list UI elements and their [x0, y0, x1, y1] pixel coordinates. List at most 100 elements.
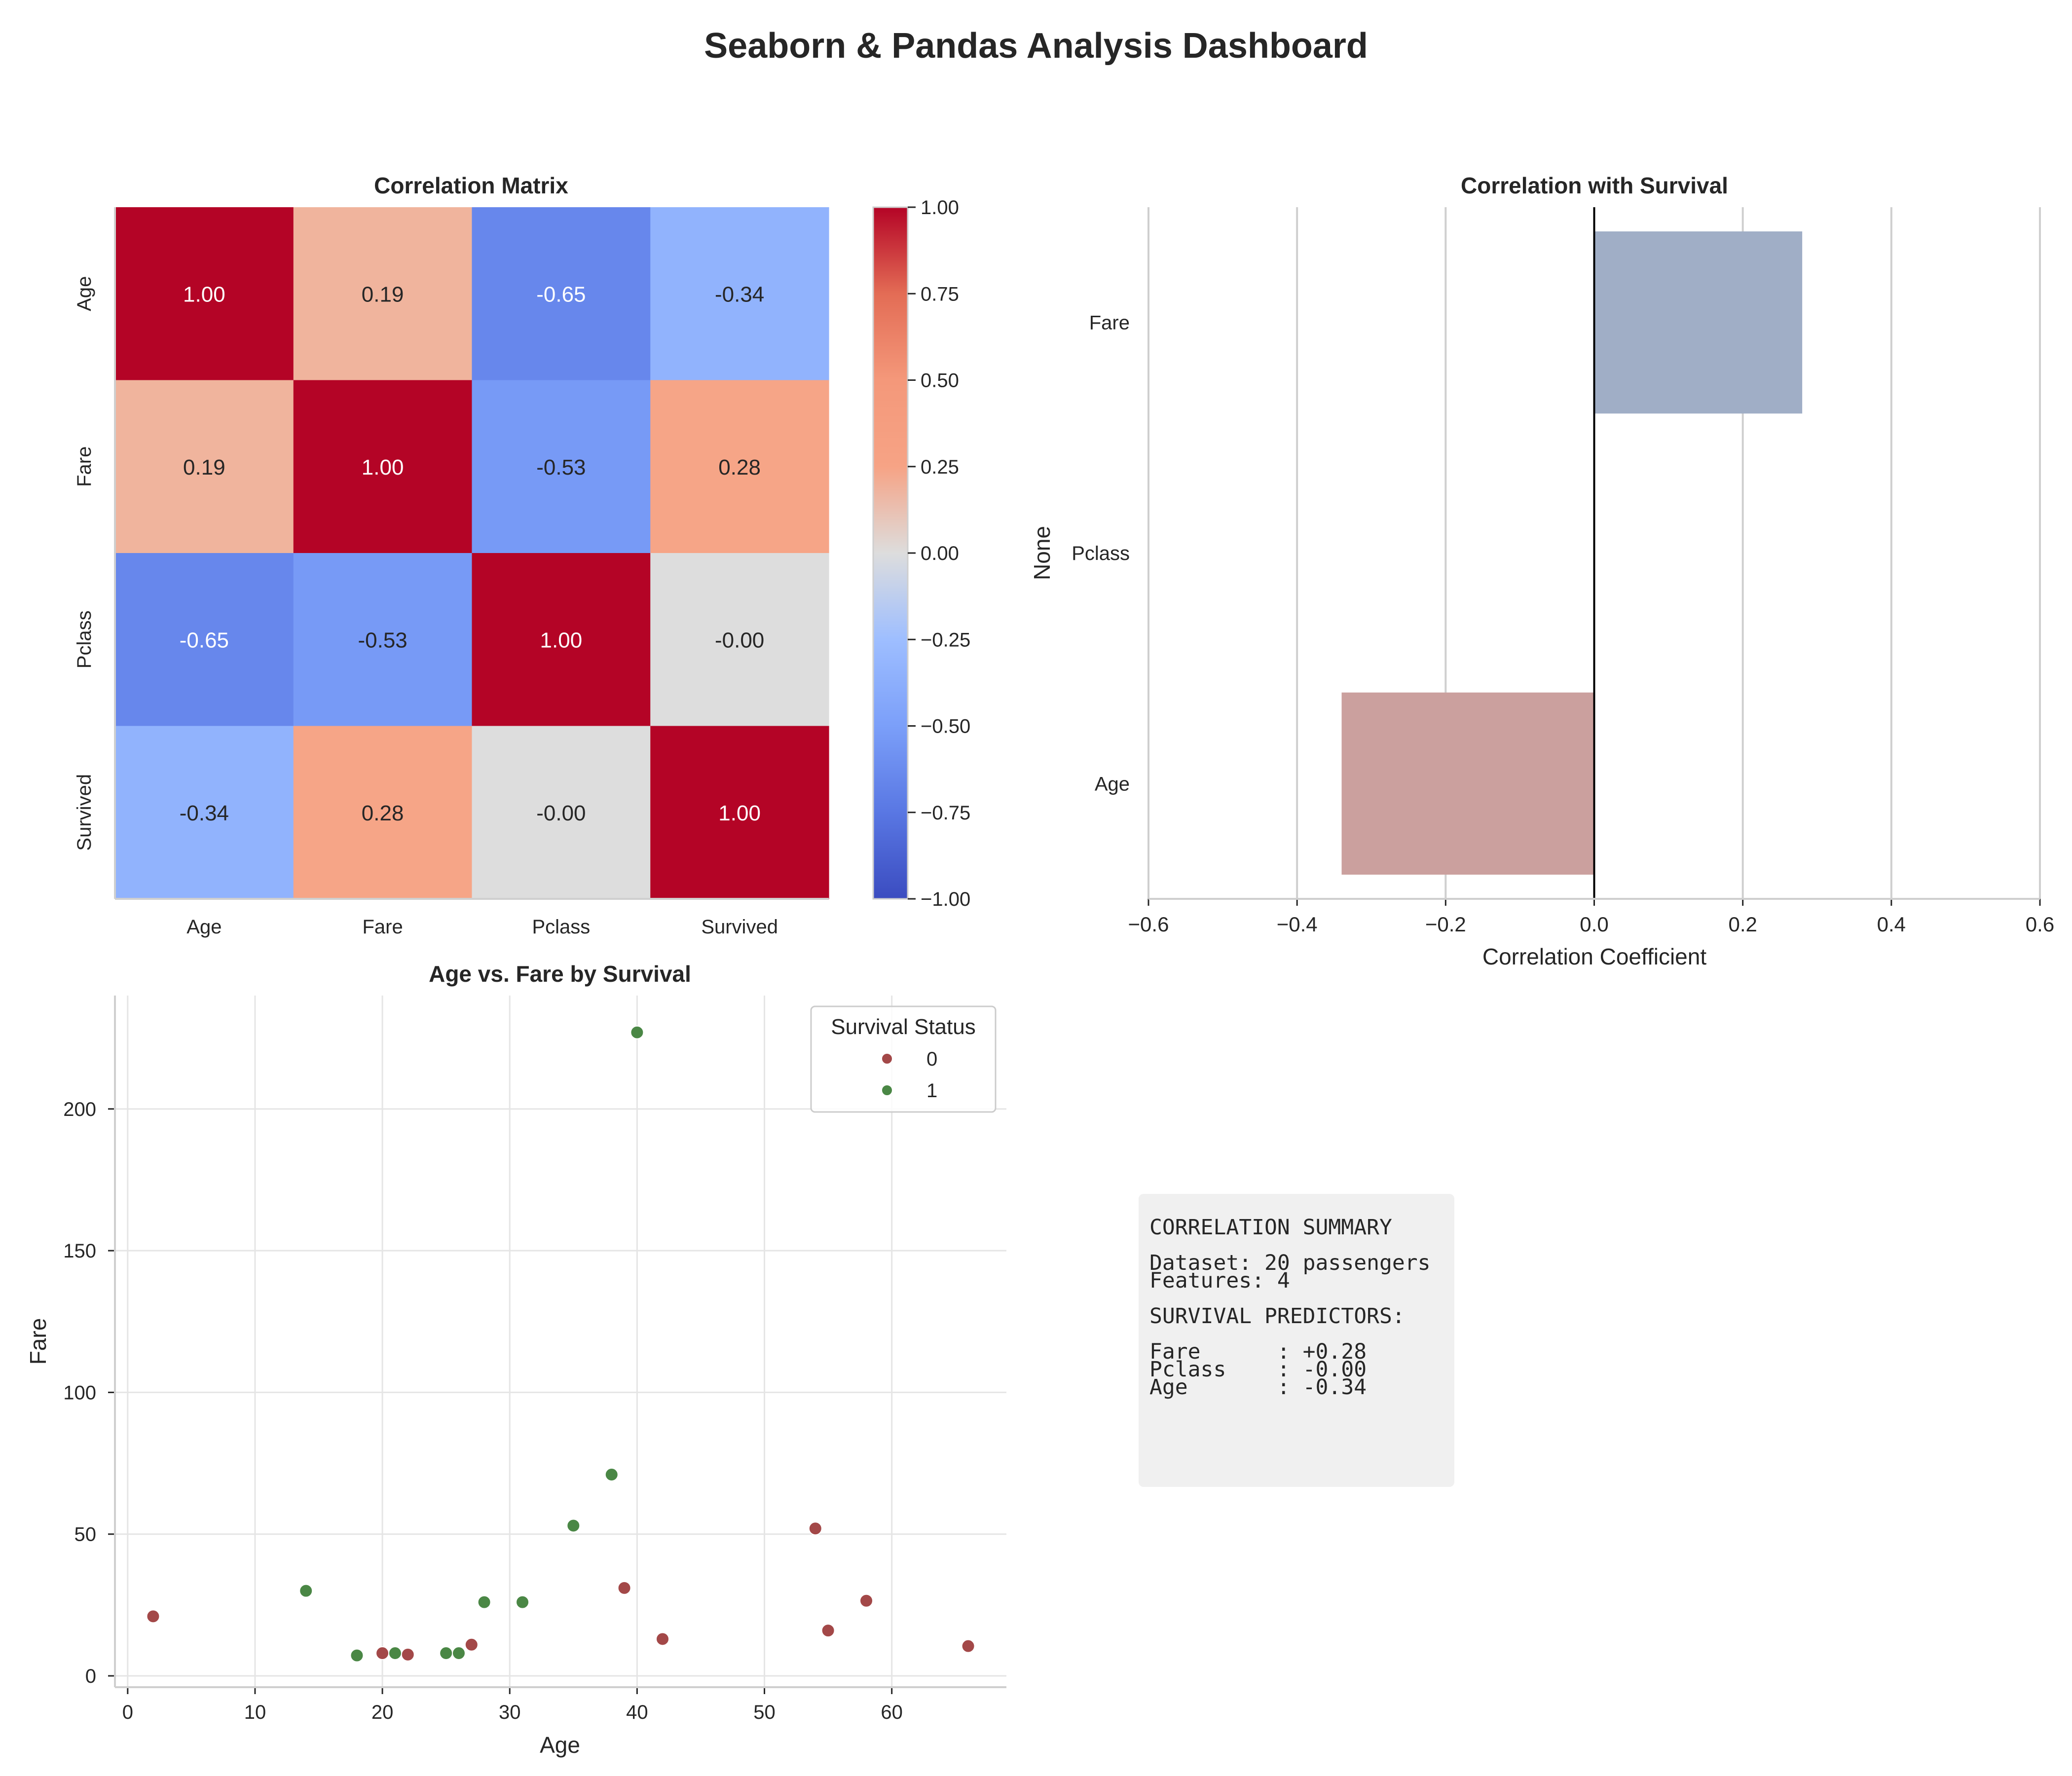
heatmap-cell: [115, 553, 294, 727]
heatmap-row-label: Age: [74, 276, 95, 311]
legend-label-0: 0: [926, 1048, 937, 1070]
scatter-point-survived-1: [451, 1646, 466, 1661]
summary-line: Features: 4: [1149, 1268, 1290, 1293]
scatter-panel: Age vs. Fare by Survival 0 10 20 30 40 50 6005…: [25, 961, 1006, 1758]
heatmap-cell-label: 1.00: [540, 628, 583, 652]
bar-category-label: Pclass: [1072, 543, 1130, 564]
heatmap-cell: [293, 726, 473, 899]
bar-xtick-label: −0.4: [1277, 913, 1318, 936]
scatter-points: [146, 1025, 975, 1663]
heatmap-col-label: Age: [186, 916, 222, 938]
bar-xtick-label: 0.0: [1580, 913, 1608, 936]
scatter-point-survived-1: [439, 1646, 453, 1661]
scatter-point-survived-1: [350, 1648, 364, 1663]
heatmap-cell-label: 1.00: [718, 801, 761, 825]
bar-category-label: Fare: [1089, 312, 1130, 334]
colorbar-tick-label: 0.50: [921, 370, 959, 392]
colorbar-tick-label: 0.00: [921, 543, 959, 564]
colorbar: [873, 207, 908, 899]
summary-line: Age : -0.34: [1149, 1375, 1367, 1400]
scatter-xlabel: Age: [540, 1732, 580, 1758]
heatmap-col-label: Pclass: [532, 916, 590, 938]
bar-labels: −0.6 −0.4 −0.2 0.0 0.2 0.4 0.6 Fare Pclass Age: [1072, 312, 2054, 936]
bar-category-label: Age: [1095, 773, 1130, 795]
heatmap-cell-label: -0.53: [358, 628, 407, 652]
scatter-xtick-label: 10: [244, 1702, 266, 1723]
bar-ylabel: None: [1029, 526, 1055, 580]
bar-title: Correlation with Survival: [1461, 173, 1728, 198]
scatter-labels: 0 10 20 30 40 50 60 0 50 100 150 200: [63, 1099, 903, 1723]
legend-title: Survival Status: [831, 1015, 975, 1039]
heatmap-cell: [650, 207, 829, 381]
heatmap-cell: [293, 380, 473, 554]
bar-xtick-label: −0.2: [1425, 913, 1466, 936]
scatter-point-survived-0: [401, 1647, 415, 1662]
heatmap-row-label: Survived: [74, 774, 95, 851]
scatter-point-survived-1: [604, 1468, 619, 1482]
scatter-point-survived-1: [630, 1025, 644, 1039]
heatmap-cell-label: 0.19: [362, 282, 404, 306]
heatmap-col-label: Fare: [363, 916, 403, 938]
scatter-point-survived-0: [146, 1609, 160, 1624]
scatter-legend: Survival Status 0 1: [810, 1005, 997, 1113]
heatmap-cell-label: -0.34: [715, 282, 764, 306]
scatter-ytick-label: 200: [63, 1099, 96, 1120]
bar-xtick-label: −0.6: [1128, 913, 1169, 936]
scatter-point-survived-0: [859, 1593, 874, 1608]
colorbar-tick-label: 0.25: [921, 456, 959, 478]
heatmap-cell: [115, 380, 294, 554]
heatmap-cell-label: -0.00: [536, 801, 586, 825]
bar-xtick-label: 0.2: [1728, 913, 1757, 936]
heatmap-cell-label: -0.34: [180, 801, 229, 825]
scatter-point-survived-0: [656, 1632, 670, 1646]
heatmap-cell-label: 1.00: [183, 282, 225, 306]
heatmap-cell: [115, 207, 294, 381]
heatmap-row-label: Fare: [74, 446, 95, 487]
heatmap-cell-label: -0.00: [715, 628, 764, 652]
bar-xtick-label: 0.4: [1877, 913, 1906, 936]
scatter-point-survived-0: [375, 1646, 390, 1661]
heatmap-row-label: Pclass: [74, 610, 95, 668]
heatmap-cell: [472, 726, 651, 899]
legend-frame: [810, 1005, 997, 1113]
colorbar-ticks: 1.00 0.75 0.50 0.25 0.00 −0.25 −0.50 −0.75 −1.00: [908, 197, 970, 910]
heatmap-cell: [650, 380, 829, 554]
scatter-point-survived-1: [388, 1646, 402, 1661]
scatter-ytick-label: 0: [85, 1665, 96, 1687]
heatmap-cell: [650, 726, 829, 899]
heatmap-cell: [472, 553, 651, 727]
heatmap-cells: 1.00 0.19 -0.65 -0.34 0.19 1.00 -0.53 0.28 -0.65…: [115, 207, 829, 899]
colorbar-tick-label: −0.50: [921, 716, 970, 738]
heatmap-panel: Correlation Matrix 1.00 0.19 -0.65 -0.34 0.1…: [74, 173, 970, 938]
scatter-xtick-label: 20: [371, 1702, 394, 1723]
summary-line: Dataset: 20 passengers: [1149, 1251, 1431, 1275]
bar-fare: [1594, 231, 1803, 414]
scatter-point-survived-0: [464, 1637, 479, 1652]
bar-xtick-label: 0.6: [2026, 913, 2054, 936]
summary-line: Fare : +0.28: [1149, 1339, 1367, 1364]
heatmap-cell-label: 0.28: [718, 455, 761, 480]
heatmap-cell-label: 1.00: [362, 455, 404, 480]
scatter-xtick-label: 0: [122, 1702, 133, 1723]
scatter-xtick-label: 30: [499, 1702, 521, 1723]
heatmap-col-label: Survived: [701, 916, 778, 938]
bar-age: [1341, 692, 1594, 875]
summary-line: Pclass : -0.00: [1149, 1357, 1367, 1382]
scatter-point-survived-1: [477, 1595, 491, 1609]
scatter-point-survived-1: [566, 1518, 581, 1533]
scatter-title: Age vs. Fare by Survival: [429, 961, 691, 987]
heatmap-cell: [115, 726, 294, 899]
heatmap-cell: [472, 380, 651, 554]
heatmap-cell: [293, 207, 473, 381]
correlation-summary-box: CORRELATION SUMMARY Dataset: 20 passenge…: [1139, 1194, 1454, 1487]
scatter-ylabel: Fare: [25, 1318, 51, 1365]
colorbar-tick-label: 0.75: [921, 283, 959, 305]
heatmap-cell-label: -0.65: [536, 282, 586, 306]
heatmap-cell-label: -0.53: [536, 455, 586, 480]
bar-bars: [1341, 207, 1803, 899]
scatter-ytick-label: 50: [74, 1524, 97, 1546]
legend-marker-1: [881, 1084, 893, 1096]
scatter-point-survived-0: [821, 1624, 835, 1638]
scatter-grid: [115, 996, 1006, 1687]
